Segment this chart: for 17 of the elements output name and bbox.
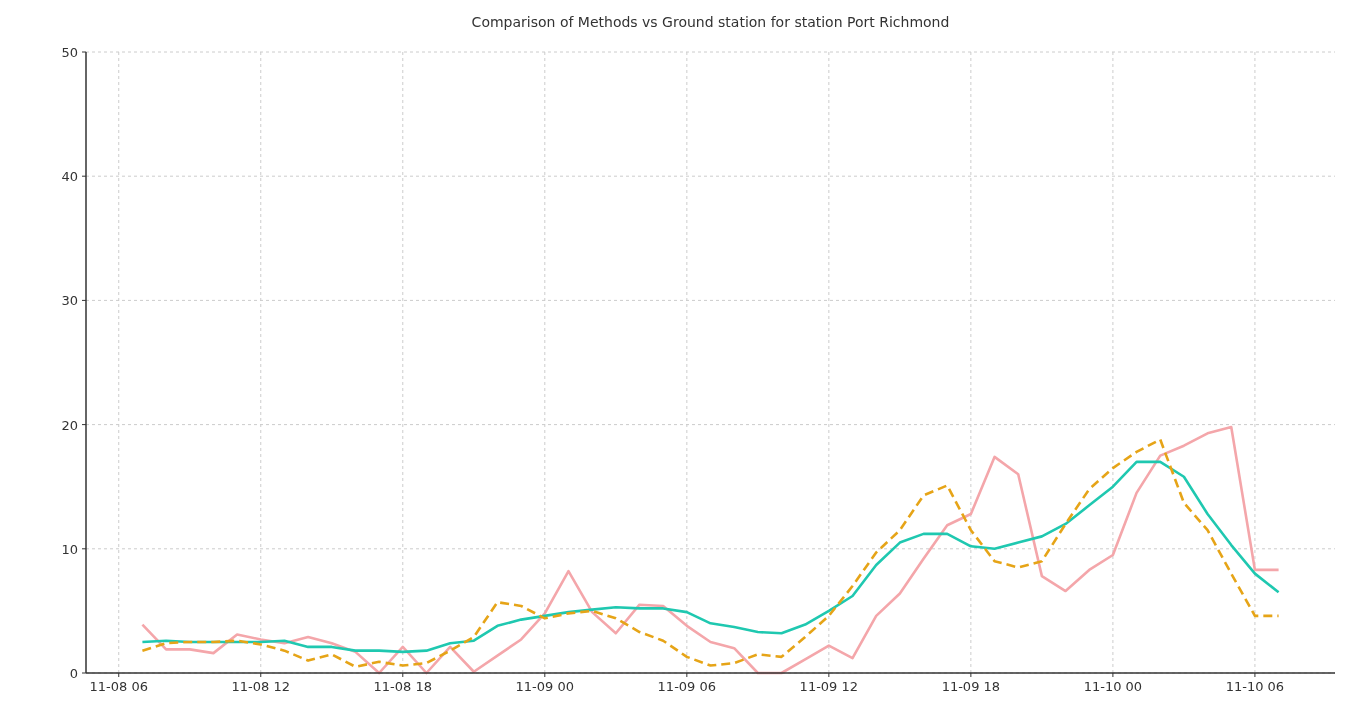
y-tick-label: 50 <box>61 45 78 60</box>
x-tick-label: 11-08 12 <box>231 679 290 694</box>
x-tick-label: 11-09 00 <box>515 679 575 694</box>
x-tick-label: 11-08 06 <box>89 679 148 694</box>
x-tick-label: 11-08 18 <box>373 679 433 694</box>
y-tick-label: 20 <box>61 417 78 433</box>
x-tick-label: 11-09 12 <box>799 679 859 694</box>
chart-title: Comparison of Methods vs Ground station for station Port Richmond <box>471 14 950 30</box>
x-tick-label: 11-09 18 <box>941 679 1001 694</box>
line-series <box>141 460 1280 654</box>
x-tick-label: 11-10 06 <box>1225 679 1285 694</box>
x-tick-label: 11-10 00 <box>1083 679 1143 694</box>
y-tick-label: 40 <box>61 169 78 185</box>
x-tick-label: 11-09 06 <box>657 679 717 694</box>
y-tick-label: 30 <box>61 293 78 309</box>
y-tick-label: 0 <box>69 666 78 681</box>
y-tick-label: 10 <box>61 541 78 557</box>
